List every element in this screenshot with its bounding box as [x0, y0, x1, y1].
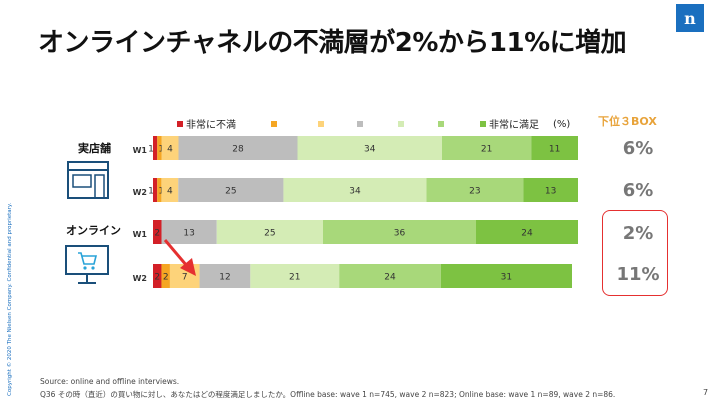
legend-swatch	[177, 121, 183, 127]
wave-label: W2	[133, 188, 147, 197]
data-label: 1	[158, 187, 164, 197]
data-label: 34	[364, 145, 376, 155]
bar-segment	[161, 220, 217, 244]
data-label: 24	[384, 273, 396, 283]
bar-segment	[153, 220, 162, 244]
data-label: 31	[501, 273, 512, 283]
online-cart-icon	[65, 245, 109, 284]
bar-segment	[161, 264, 170, 288]
data-label: 36	[394, 229, 406, 239]
bar-segment	[250, 264, 340, 288]
bar-segment	[161, 136, 179, 160]
data-label: 13	[183, 229, 194, 239]
bottom3-box-title: 下位３BOX	[598, 115, 657, 128]
bar-segment	[153, 264, 162, 288]
legend-swatch	[271, 121, 277, 127]
bar-segment	[339, 264, 441, 288]
data-label: 2	[154, 273, 160, 283]
wave-label: W1	[133, 146, 148, 155]
bar-segment	[216, 220, 323, 244]
bottom3-value-online-w1: 2%	[622, 223, 654, 244]
source-note: Source: online and offline interviews.	[40, 377, 180, 386]
annotation-arrow-line	[163, 239, 189, 267]
data-label: 12	[219, 273, 230, 283]
bar-segment	[440, 264, 572, 288]
wave-label: W1	[133, 230, 148, 239]
data-label: 4	[167, 145, 173, 155]
data-label: 1	[148, 187, 154, 197]
unit-label: (%)	[553, 119, 570, 130]
storefront-icon	[67, 161, 109, 199]
bar-segment	[178, 136, 298, 160]
data-label: 34	[349, 187, 361, 197]
bottom3-value-store-w1: 6%	[622, 138, 654, 159]
page-number: 7	[703, 388, 709, 397]
bar-segment	[161, 178, 179, 202]
data-label: 1	[148, 145, 154, 155]
legend-swatch	[398, 121, 404, 127]
page-title: オンラインチャネルの不満層が2%から11%に増加	[38, 28, 627, 58]
legend-swatch	[480, 121, 486, 127]
legend-swatch	[318, 121, 324, 127]
question-note: Q36 その時（直近）の買い物に対し、あなたはどの程度満足しましたか。Offli…	[40, 390, 616, 399]
bar-segment	[323, 220, 476, 244]
group-label-online: オンライン	[66, 224, 121, 237]
online-highlight-box	[602, 210, 668, 296]
data-label: 1	[158, 145, 164, 155]
bar-segment	[297, 136, 442, 160]
nielsen-logo: n	[676, 4, 704, 32]
wave-label: W2	[133, 274, 147, 283]
bar-segment	[153, 178, 158, 202]
bar-segment	[153, 136, 158, 160]
bar-segment	[531, 136, 578, 160]
legend-swatch	[438, 121, 444, 127]
data-label: 13	[545, 187, 556, 197]
bottom3-value-online-w2: 11%	[616, 264, 660, 285]
annotation-arrowhead	[180, 258, 196, 276]
data-label: 4	[167, 187, 173, 197]
data-label: 21	[289, 273, 300, 283]
bar-segment	[157, 136, 162, 160]
bar-segment	[426, 178, 524, 202]
data-label: 25	[264, 229, 275, 239]
data-label: 2	[163, 273, 169, 283]
bar-segment	[157, 178, 162, 202]
data-label: 25	[225, 187, 236, 197]
group-label-store: 実店舗	[78, 142, 111, 155]
bar-segment	[178, 178, 284, 202]
data-label: 23	[469, 187, 480, 197]
data-label: 24	[521, 229, 533, 239]
data-label: 7	[182, 273, 188, 283]
legend-label: 非常に不満	[186, 118, 236, 131]
data-label: 11	[549, 145, 560, 155]
legend-label: 非常に満足	[489, 118, 539, 131]
bottom3-value-store-w2: 6%	[622, 180, 654, 201]
bar-segment	[442, 136, 532, 160]
bar-segment	[283, 178, 427, 202]
data-label: 21	[481, 145, 492, 155]
bar-segment	[199, 264, 251, 288]
bar-segment	[476, 220, 578, 244]
bar-segment	[523, 178, 578, 202]
legend-swatch	[357, 121, 363, 127]
data-label: 2	[154, 229, 160, 239]
data-label: 28	[232, 145, 244, 155]
